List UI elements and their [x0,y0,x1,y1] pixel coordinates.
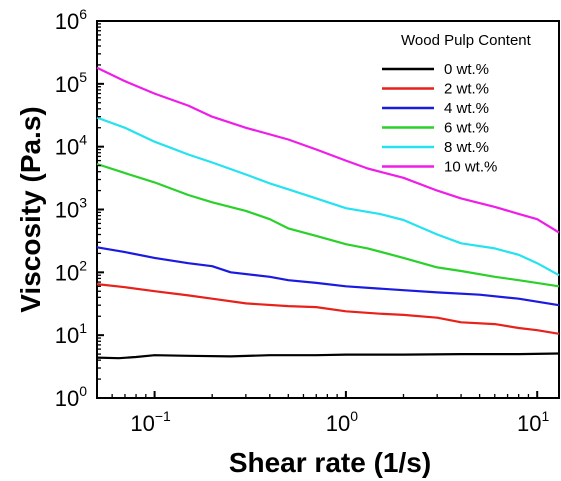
series-line-3 [96,162,560,288]
y-tick-label: 103 [55,195,87,223]
legend: Wood Pulp Content 0 wt.% 2 wt.% 4 wt.% 6 wt… [382,32,532,176]
series-line-5 [96,66,560,234]
x-tick-label: 101 [517,408,549,436]
series-line-0 [96,352,560,360]
y-axis-title: Viscosity (Pa.s) [15,106,46,312]
ticks-layer: 100 101 102 103 104 105 106 10−1 100 101 [55,6,550,436]
legend-label: 8 wt.% [444,139,489,156]
x-tick-label: 10−1 [130,408,171,436]
y-tick-label: 102 [55,257,87,285]
legend-label: 6 wt.% [444,120,489,137]
x-tick-label: 100 [326,408,358,436]
legend-label: 0 wt.% [444,61,489,78]
y-tick-label: 104 [55,132,87,160]
x-axis-title: Shear rate (1/s) [229,447,431,478]
legend-label: 4 wt.% [444,100,489,117]
series-line-4 [96,116,560,277]
y-tick-label: 101 [55,320,87,348]
plot-frame [96,20,560,399]
series-line-2 [96,246,560,307]
legend-label: 10 wt.% [444,159,497,176]
legend-title: Wood Pulp Content [401,32,532,49]
series-layer [96,66,560,360]
y-tick-label: 106 [55,6,87,34]
series-line-1 [96,283,560,335]
y-tick-label: 100 [55,383,87,411]
legend-label: 2 wt.% [444,81,489,98]
y-tick-label: 105 [55,69,87,97]
